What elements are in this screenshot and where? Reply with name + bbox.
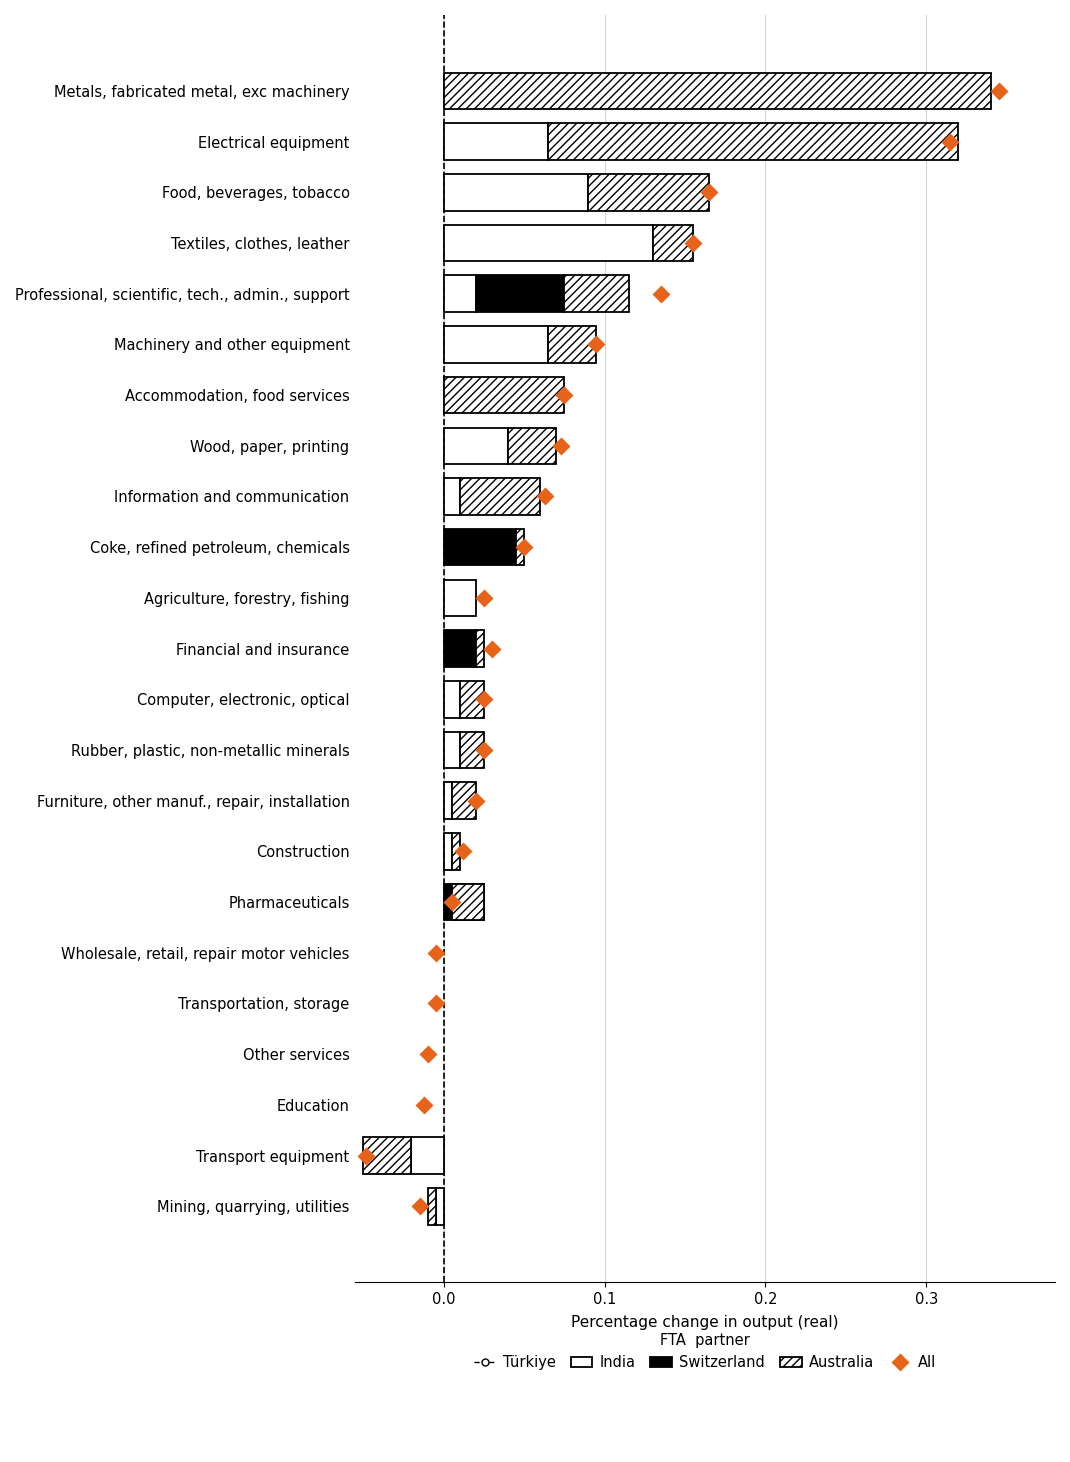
X-axis label: Percentage change in output (real): Percentage change in output (real) [571,1316,839,1330]
Bar [444,731,460,768]
Bar [444,427,508,463]
Bar [653,225,693,262]
Bar [548,123,959,159]
Bar [444,529,516,566]
Legend: Türkiye, India, Switzerland, Australia, All: Türkiye, India, Switzerland, Australia, … [474,1332,936,1370]
Bar [444,782,452,819]
Bar [460,731,484,768]
Bar [548,326,596,363]
Bar [452,782,476,819]
Bar [444,73,991,110]
Bar [444,478,460,515]
Bar [516,529,524,566]
Bar [444,377,564,414]
Bar [452,833,460,870]
Bar [444,174,588,211]
Bar [444,275,476,311]
Bar [444,885,484,921]
Bar [460,478,540,515]
Bar [363,1137,412,1174]
Bar [412,1137,444,1174]
Bar [452,885,484,921]
Bar [435,1189,444,1225]
Bar [428,1189,435,1225]
Bar [564,275,629,311]
Bar [444,225,653,262]
Bar [508,427,556,463]
Bar [444,681,460,718]
Bar [444,833,452,870]
Bar [588,174,709,211]
Bar [444,326,548,363]
Bar [460,681,484,718]
Bar [476,275,564,311]
Bar [444,630,476,667]
Bar [444,579,476,616]
Bar [444,123,548,159]
Bar [476,630,484,667]
